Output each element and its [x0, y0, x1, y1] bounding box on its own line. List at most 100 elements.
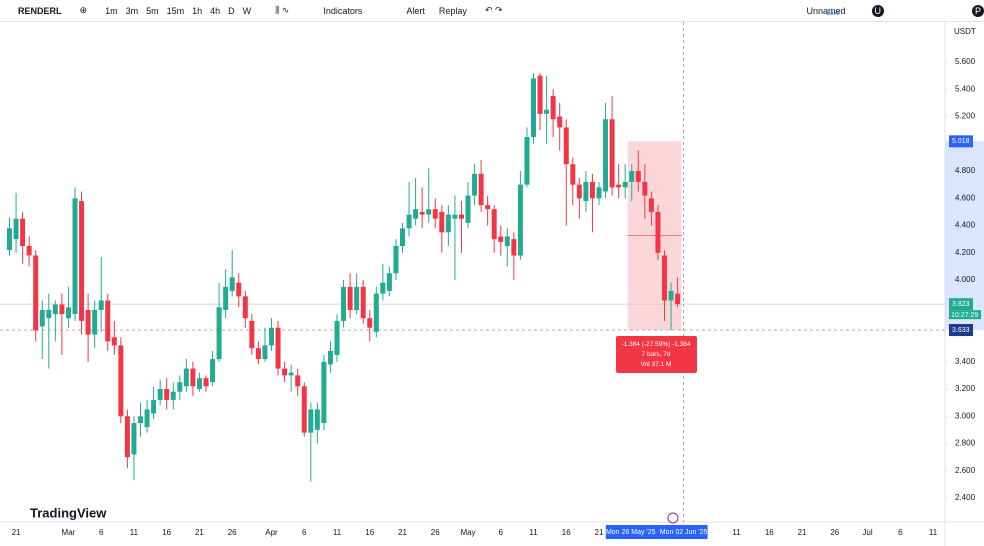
date-range-bg [605, 525, 708, 539]
undo[interactable]: ↶ ↷ [484, 5, 503, 15]
candle-body [118, 345, 124, 417]
candle-body [675, 293, 681, 305]
y-tick-label: 3.200 [955, 384, 976, 393]
candle-body [603, 119, 609, 192]
candle-body [517, 184, 523, 256]
toolbar: RENDERL ⊕ 1m 3m 5m 15m 1h 4h D W ⫼ ∿ Indicators… [0, 0, 984, 22]
candle-body [635, 171, 641, 182]
candle-body [544, 109, 550, 114]
candle-body [472, 173, 478, 196]
candle-body [111, 337, 117, 346]
x-tick-label: 11 [732, 528, 741, 537]
candle-body [380, 282, 386, 294]
countdown-bg [949, 310, 981, 320]
candle-body [537, 75, 543, 114]
y-tick-label: 4.800 [955, 166, 976, 175]
candle-body [419, 211, 425, 215]
candle-body [144, 409, 150, 428]
x-tick-label: 16 [765, 528, 774, 537]
intervals: 1m 3m 5m 15m 1h 4h D W [101, 6, 255, 16]
candle-body [157, 389, 163, 400]
candle-body [531, 78, 536, 137]
last-price-label-bg [949, 298, 973, 311]
candle-body [288, 372, 294, 376]
candle-body [229, 277, 235, 291]
chart: USDT TradingView 2.400 2.600 2.800 3.000 3.2… [0, 22, 984, 546]
x-tick-label: 11 [929, 528, 938, 537]
interval[interactable]: 15m [166, 5, 185, 16]
candle-body [26, 245, 32, 256]
candle-body [386, 273, 392, 291]
interval[interactable]: W [242, 5, 252, 16]
candle-body [196, 378, 202, 390]
candle-body [124, 416, 130, 458]
x-tick-label: Mar [62, 528, 76, 537]
candle-body [52, 304, 58, 315]
candle-body [589, 181, 595, 199]
x-tick-label: 16 [162, 528, 171, 537]
profile[interactable]: P [972, 4, 984, 17]
candle-body [498, 236, 504, 242]
interval[interactable]: 1m [105, 5, 118, 16]
candle-body [576, 184, 582, 199]
candle-body [648, 198, 654, 212]
candle-body [426, 209, 432, 215]
candle-body [458, 214, 464, 219]
candle-body [65, 307, 71, 319]
interval[interactable]: 5m [146, 5, 159, 16]
candle-body [616, 184, 622, 188]
interval[interactable]: 1h [192, 5, 203, 16]
symbol[interactable]: RENDERL [18, 5, 62, 16]
interval[interactable]: 3m [125, 5, 139, 16]
indicators[interactable]: Indicators [323, 5, 363, 16]
candle-body [334, 320, 340, 355]
y-tick-label: 4.200 [955, 248, 976, 257]
candle-body [262, 345, 268, 360]
x-tick-label: Jul [862, 528, 872, 537]
candle-body [504, 236, 510, 246]
candle-body [596, 187, 602, 199]
measure-volume: Vol 37.1 M [641, 361, 672, 368]
add-symbol[interactable]: ⊕ [79, 5, 88, 15]
candle-body [314, 409, 320, 430]
y-tick-label: 4.000 [955, 275, 976, 284]
candle-body [400, 228, 405, 246]
candle-body [131, 423, 137, 455]
user[interactable]: U [871, 4, 885, 17]
x-tick-label: 6 [898, 528, 903, 537]
x-tick-label: 16 [562, 528, 571, 537]
candle-body [183, 368, 189, 387]
candle-body [321, 361, 327, 424]
layout-name[interactable]: Unnamed [806, 5, 846, 16]
candle-body [79, 201, 85, 321]
candle-body [46, 310, 52, 319]
candle-body [452, 214, 458, 219]
x-tick-label: 6 [302, 528, 307, 537]
save[interactable]: Save [826, 11, 840, 17]
candle-body [642, 181, 648, 196]
y-tick-label: 3.400 [955, 357, 976, 366]
interval[interactable]: 4h [210, 5, 221, 16]
candle-body [662, 255, 667, 301]
candle-body [406, 214, 412, 229]
y-tick-label: 5.400 [955, 84, 976, 93]
candle-body [655, 211, 661, 253]
countdown: 10:27:29 [951, 312, 978, 319]
interval[interactable]: D [228, 5, 235, 16]
candle-body [629, 171, 635, 182]
chart-type[interactable]: ⫼ ∿ [275, 5, 290, 15]
y-tick-label: 4.400 [955, 221, 976, 230]
x-tick-label: 21 [595, 528, 604, 537]
measure-bars: 7 bars, 7d [642, 351, 671, 358]
y-tick-label: 2.400 [955, 493, 976, 502]
candle-body [360, 286, 366, 319]
x-tick-label: 21 [398, 528, 407, 537]
candle-body [668, 290, 674, 301]
measure-box-bg [616, 336, 697, 374]
event-marker [667, 512, 679, 524]
x-tick-label: 11 [529, 528, 538, 537]
alert[interactable]: Alert [406, 5, 425, 16]
x-tick-label: 11 [333, 528, 342, 537]
replay[interactable]: Replay [438, 5, 467, 16]
candle-body [354, 286, 360, 311]
